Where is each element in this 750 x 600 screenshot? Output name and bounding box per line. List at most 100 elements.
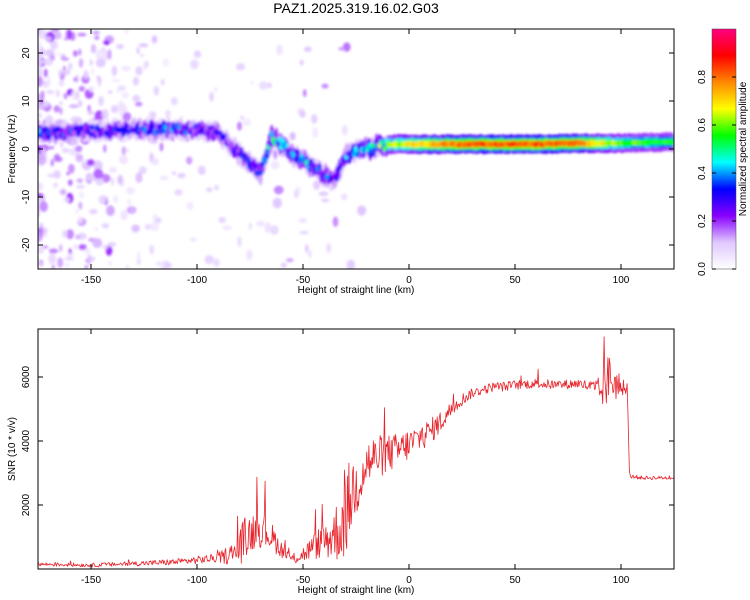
ridge-cell — [70, 130, 76, 137]
noise-blob — [53, 31, 62, 40]
ridge-cell — [259, 161, 265, 168]
noise-blob — [107, 241, 117, 248]
noise-blob — [340, 193, 348, 201]
noise-blob — [43, 68, 48, 78]
ridge-cell — [269, 130, 274, 137]
noise-blob — [83, 70, 89, 80]
colorbar-frame — [711, 28, 737, 270]
noise-blob — [38, 182, 44, 191]
noise-blob — [75, 234, 81, 240]
noise-blob — [270, 225, 279, 235]
ridge-cell — [80, 131, 85, 138]
noise-blob — [86, 159, 95, 166]
noise-blob — [122, 112, 132, 123]
noise-blob — [153, 213, 158, 224]
noise-blob — [126, 198, 132, 205]
noise-blob — [59, 244, 63, 252]
spectrogram-y-tick-label: 10 — [21, 95, 32, 107]
noise-blob — [126, 186, 135, 195]
noise-blob — [144, 224, 152, 230]
noise-blob — [93, 160, 103, 172]
noise-blob — [140, 54, 144, 58]
noise-blob — [162, 58, 170, 67]
ridge-cell — [221, 133, 227, 140]
snr-y-tick-label: 4000 — [21, 429, 32, 452]
ridge-cell — [150, 123, 155, 130]
noise-blob — [38, 76, 44, 87]
spectrogram-x-label: Height of straight line (km) — [298, 285, 415, 296]
spectrogram-y-label: Frequency (Hz) — [7, 115, 18, 184]
snr-x-tick-label: 50 — [509, 575, 521, 586]
noise-blob — [110, 177, 115, 186]
noise-blob — [38, 57, 43, 68]
noise-blob — [256, 220, 265, 227]
noise-blob — [151, 157, 159, 166]
noise-blob — [63, 37, 68, 41]
noise-blob — [190, 237, 197, 242]
noise-blob — [92, 238, 103, 249]
ridge-cell — [670, 139, 674, 146]
noise-blob — [116, 43, 124, 50]
noise-blob — [93, 168, 104, 180]
noise-blob — [112, 195, 119, 203]
noise-blob — [92, 30, 100, 35]
snr-x-tick-label: 0 — [406, 575, 412, 586]
colorbar-tick-label: 0.2 — [697, 214, 708, 228]
noise-blob — [209, 91, 214, 102]
ridge-cell — [245, 157, 251, 164]
noise-blob — [46, 36, 52, 42]
noise-blob — [308, 250, 312, 258]
noise-blob — [66, 229, 74, 240]
noise-blob — [258, 81, 269, 90]
snr-panel: -150 -100 -50 0 50 100 2000 4000 6000 Height of… — [7, 328, 675, 596]
noise-blob — [47, 173, 56, 178]
noise-blob — [236, 63, 245, 71]
noise-blob — [59, 101, 63, 106]
noise-blob — [43, 100, 50, 108]
noise-blob — [64, 262, 70, 268]
ridge-cell — [352, 151, 357, 158]
spectrogram-heatmap — [38, 29, 674, 269]
noise-blob — [121, 146, 126, 156]
noise-blob — [134, 101, 143, 107]
noise-blob — [246, 249, 253, 261]
noise-blob — [53, 182, 58, 188]
ridge-cell — [58, 132, 63, 139]
colorbar-tick-label: 0.8 — [697, 70, 708, 84]
noise-blob — [313, 180, 321, 190]
noise-blob — [135, 172, 143, 184]
noise-blob — [73, 77, 78, 82]
ridge-cell — [89, 124, 95, 131]
noise-blob — [303, 46, 312, 53]
noise-blob — [95, 49, 105, 60]
noise-blob — [116, 89, 121, 93]
noise-blob — [47, 75, 51, 85]
noise-blob — [91, 67, 95, 75]
noise-blob — [144, 60, 150, 69]
noise-blob — [320, 198, 330, 203]
noise-blob — [79, 191, 84, 199]
noise-blob — [318, 191, 329, 197]
noise-blob — [62, 68, 71, 76]
noise-blob — [190, 59, 199, 70]
noise-blob — [78, 216, 83, 224]
noise-blob — [101, 223, 110, 229]
noise-blob — [53, 153, 61, 162]
noise-blob — [338, 47, 346, 51]
noise-blob — [89, 59, 93, 66]
noise-blob — [38, 112, 43, 119]
noise-blob — [68, 63, 73, 70]
spectrogram-x-axis: -150 -100 -50 0 50 100 — [81, 29, 630, 286]
noise-blob — [273, 149, 278, 160]
noise-blob — [222, 225, 232, 231]
spectrogram-x-tick-label: -150 — [81, 275, 101, 286]
noise-blob — [95, 177, 105, 186]
noise-blob — [67, 30, 72, 40]
ridge-cell — [88, 131, 93, 138]
spectrogram-noise — [38, 29, 367, 269]
noise-blob — [111, 65, 118, 77]
noise-blob — [38, 193, 44, 198]
noise-blob — [298, 217, 308, 224]
noise-blob — [60, 141, 64, 148]
snr-series-line — [38, 336, 674, 568]
